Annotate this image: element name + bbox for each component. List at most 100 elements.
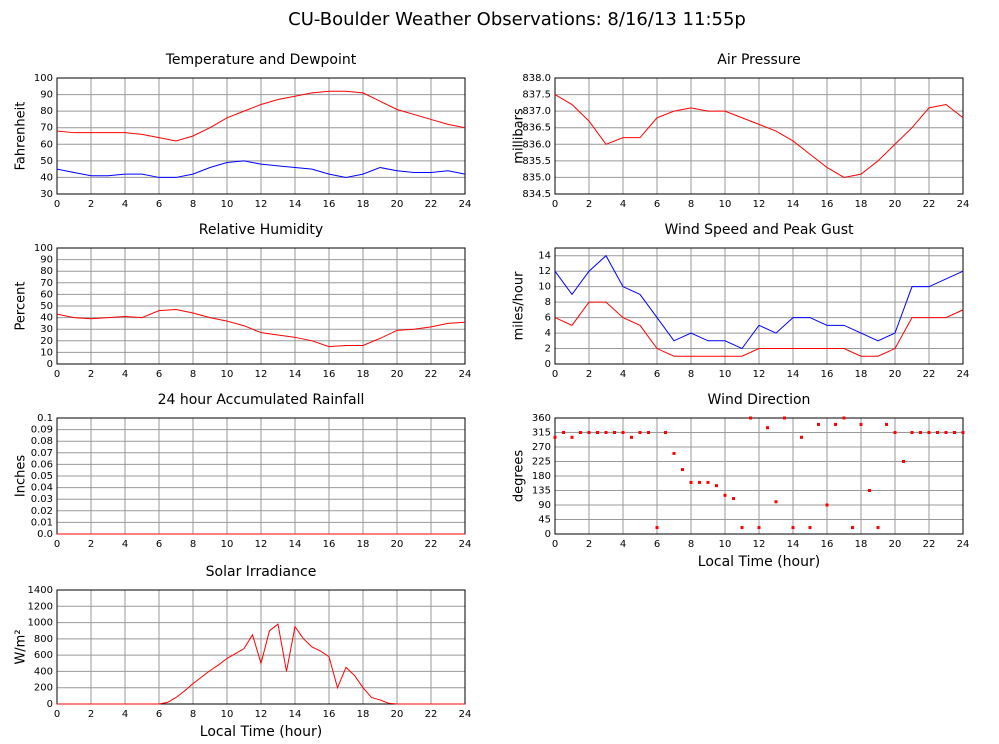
- data-line: [554, 301, 964, 357]
- data-point: [604, 431, 608, 434]
- x-tick-label: 10: [221, 369, 234, 380]
- y-tick-label: 225: [532, 457, 551, 468]
- y-axis-label: miles/hour: [512, 271, 527, 340]
- x-tick-label: 0: [54, 539, 60, 550]
- x-tick-label: 0: [552, 539, 558, 550]
- y-tick-label: 45: [538, 515, 551, 526]
- x-tick-label: 4: [620, 199, 626, 210]
- data-point: [698, 480, 701, 484]
- y-tick-label: 836.5: [522, 123, 551, 134]
- data-point: [919, 431, 922, 434]
- y-tick-label: 0.07: [31, 448, 53, 459]
- plot-frame: [554, 247, 964, 365]
- plot-frame: [554, 417, 964, 535]
- data-point: [936, 431, 939, 434]
- y-tick-label: 90: [40, 255, 53, 266]
- y-tick-label: 80: [40, 106, 53, 117]
- x-tick-label: 0: [552, 369, 558, 380]
- x-tick-label: 8: [190, 199, 196, 210]
- x-tick-label: 2: [586, 199, 592, 210]
- data-point: [723, 493, 727, 497]
- y-tick-label: 70: [40, 123, 53, 134]
- x-tick-label: 14: [787, 539, 800, 550]
- data-point: [681, 468, 684, 472]
- chart-title: Wind Speed and Peak Gust: [665, 222, 854, 238]
- data-point: [902, 460, 905, 463]
- x-tick-label: 20: [889, 199, 902, 210]
- y-tick-label: 8: [545, 297, 551, 308]
- y-tick-label: 60: [40, 139, 53, 150]
- data-point: [783, 416, 786, 420]
- y-tick-label: 6: [545, 313, 551, 324]
- x-tick-label: 10: [719, 369, 732, 380]
- plot-frame: [56, 589, 466, 705]
- data-point: [613, 431, 616, 434]
- x-tick-label: 8: [688, 539, 694, 550]
- x-tick-label: 10: [221, 709, 234, 720]
- x-tick-label: 14: [289, 369, 302, 380]
- y-tick-label: 835.0: [522, 172, 551, 183]
- y-tick-label: 600: [34, 650, 53, 661]
- data-point: [808, 526, 812, 530]
- x-tick-label: 8: [190, 369, 196, 380]
- data-point: [859, 422, 863, 426]
- x-tick-label: 10: [221, 199, 234, 210]
- data-point: [927, 431, 931, 434]
- x-tick-label: 16: [821, 539, 834, 550]
- data-point: [834, 422, 837, 426]
- data-line: [56, 90, 466, 142]
- x-tick-label: 16: [821, 199, 834, 210]
- x-tick-label: 2: [88, 539, 94, 550]
- y-tick-label: 0: [545, 359, 551, 370]
- chart-title: Solar Irradiance: [206, 564, 317, 580]
- data-point: [791, 526, 795, 530]
- y-tick-label: 834.5: [522, 189, 551, 200]
- x-tick-label: 8: [190, 539, 196, 550]
- y-tick-label: 70: [40, 278, 53, 289]
- x-tick-label: 12: [753, 199, 766, 210]
- y-tick-label: 40: [40, 313, 53, 324]
- x-tick-label: 14: [289, 199, 302, 210]
- data-point: [766, 426, 769, 430]
- data-point: [732, 497, 735, 501]
- y-tick-label: 0.04: [31, 483, 53, 494]
- chart-title: Temperature and Dewpoint: [165, 52, 357, 68]
- y-tick-label: 80: [40, 266, 53, 277]
- x-tick-label: 20: [391, 539, 404, 550]
- y-tick-label: 4: [545, 328, 551, 339]
- y-tick-label: 0.09: [31, 425, 53, 436]
- data-point: [596, 431, 599, 434]
- x-tick-label: 24: [957, 199, 970, 210]
- x-tick-label: 2: [88, 709, 94, 720]
- y-tick-label: 40: [40, 172, 53, 183]
- x-tick-label: 20: [889, 369, 902, 380]
- y-tick-label: 360: [532, 413, 551, 424]
- y-tick-label: 0.0: [37, 529, 53, 540]
- data-point: [842, 416, 846, 420]
- data-point: [953, 431, 956, 434]
- data-point: [876, 526, 880, 530]
- x-tick-label: 4: [122, 369, 128, 380]
- y-tick-label: 2: [545, 344, 551, 355]
- y-axis-label: W/m²: [14, 629, 29, 664]
- x-tick-label: 20: [391, 369, 404, 380]
- y-tick-label: 12: [538, 266, 551, 277]
- chart-title: 24 hour Accumulated Rainfall: [158, 392, 365, 408]
- y-tick-label: 0.01: [31, 517, 53, 528]
- x-tick-label: 12: [255, 539, 268, 550]
- data-point: [825, 503, 829, 507]
- x-tick-label: 12: [255, 709, 268, 720]
- x-tick-label: 22: [425, 709, 438, 720]
- y-tick-label: 0.1: [37, 413, 53, 424]
- data-point: [638, 431, 642, 434]
- x-tick-label: 22: [425, 369, 438, 380]
- chart-title: Air Pressure: [717, 52, 800, 68]
- y-tick-label: 50: [40, 156, 53, 167]
- x-tick-label: 0: [552, 199, 558, 210]
- x-tick-label: 20: [889, 539, 902, 550]
- x-tick-label: 22: [923, 369, 936, 380]
- data-point: [893, 431, 897, 434]
- data-point: [757, 526, 761, 530]
- data-point: [749, 416, 752, 420]
